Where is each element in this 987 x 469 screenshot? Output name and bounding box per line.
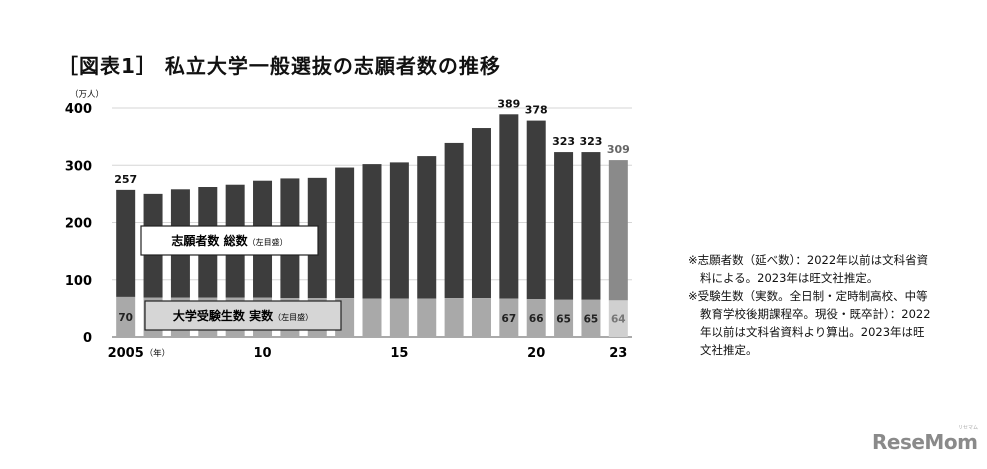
bar-actual bbox=[499, 298, 519, 337]
bar-total bbox=[526, 120, 546, 300]
x-axis-unit: （年） bbox=[145, 348, 171, 359]
y-tick-label: 300 bbox=[65, 159, 92, 174]
data-label-actual: 65 bbox=[556, 313, 571, 325]
y-tick-label: 400 bbox=[65, 102, 92, 117]
data-label-total: 309 bbox=[607, 143, 630, 156]
data-label-actual: 67 bbox=[502, 313, 517, 325]
x-tick-label: 23 bbox=[609, 346, 627, 361]
data-label-total: 323 bbox=[579, 135, 602, 148]
y-tick-label: 200 bbox=[65, 217, 92, 232]
bar-total bbox=[608, 160, 628, 301]
footnotes: ※志願者数（延べ数）：2022年以前は文科省資料による。2023年は旺文社推定。… bbox=[688, 251, 936, 359]
bar-total bbox=[581, 152, 601, 300]
x-tick-label: 2005 bbox=[108, 346, 144, 361]
data-label-actual: 65 bbox=[584, 313, 599, 325]
x-tick-label: 20 bbox=[527, 346, 545, 361]
data-label-actual: 66 bbox=[529, 313, 544, 325]
bar-total bbox=[471, 128, 491, 299]
data-label-actual: 64 bbox=[611, 314, 626, 326]
bar-actual bbox=[444, 298, 464, 337]
bar-total bbox=[417, 156, 437, 299]
bar-actual bbox=[116, 296, 136, 337]
bar-actual bbox=[581, 299, 601, 337]
data-label-total: 257 bbox=[114, 173, 137, 186]
chart-title: ［図表1］ 私立大学一般選抜の志願者数の推移 bbox=[58, 54, 501, 78]
legend-label-actual: 大学受験生数 実数（左目盛） bbox=[173, 308, 313, 323]
bar-total bbox=[362, 164, 382, 299]
footnote-applicants: ※志願者数（延べ数）：2022年以前は文科省資料による。2023年は旺文社推定。 bbox=[688, 253, 929, 285]
bar-total bbox=[444, 142, 464, 299]
bar-actual bbox=[526, 299, 546, 337]
bar-actual bbox=[608, 300, 628, 337]
bar-total bbox=[116, 189, 136, 297]
y-tick-label: 100 bbox=[65, 274, 92, 289]
bar-total bbox=[554, 152, 574, 300]
bar-actual bbox=[554, 299, 574, 337]
bar-actual bbox=[362, 298, 382, 337]
bar-actual bbox=[471, 298, 491, 337]
bar-actual bbox=[417, 298, 437, 337]
bar-total bbox=[335, 167, 355, 299]
y-axis-unit: （万人） bbox=[70, 89, 104, 100]
brand-logo-ruby: リセマム bbox=[958, 425, 979, 431]
data-label-total: 378 bbox=[525, 104, 548, 117]
x-tick-label: 10 bbox=[253, 346, 271, 361]
bar-total bbox=[499, 114, 519, 299]
bar-total bbox=[389, 162, 409, 299]
y-tick-label: 0 bbox=[83, 331, 92, 346]
brand-logo[interactable]: ReseMom bbox=[872, 430, 978, 454]
data-label-total: 389 bbox=[497, 97, 520, 110]
bar-actual bbox=[389, 298, 409, 337]
legend-label-total: 志願者数 総数（左目盛） bbox=[171, 233, 287, 248]
x-tick-label: 15 bbox=[390, 346, 408, 361]
data-label-total: 323 bbox=[552, 135, 575, 148]
data-label-actual: 70 bbox=[118, 312, 133, 324]
footnote-examinees: ※受験生数（実数。全日制・定時制高校、中等教育学校後期課程卒。現役・既卒計）：2… bbox=[688, 289, 931, 357]
legend-box-actual bbox=[144, 300, 342, 331]
legend-box-total bbox=[140, 225, 319, 256]
